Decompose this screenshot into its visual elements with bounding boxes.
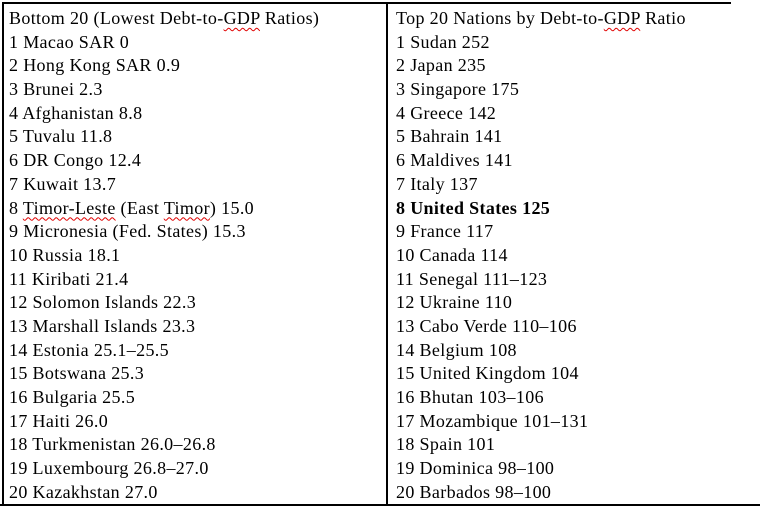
list-item-text: 20 Kazakhstan 27.0 [9, 481, 158, 502]
bottom-20-list: Bottom 20 (Lowest Debt-to-GDP Ratios) 1 M… [9, 7, 381, 504]
list-item: 11 Kiribati 21.4 [9, 268, 381, 292]
list-item-text: 5 Bahrain 141 [396, 126, 503, 147]
list-item: 11 Senegal 111–123 [396, 268, 756, 292]
list-item-text: ) 15.0 [209, 197, 255, 218]
list-item: 19 Dominica 98–100 [396, 457, 756, 481]
list-item-text: 13 Marshall Islands 23.3 [9, 315, 196, 336]
list-item-text: 9 France 117 [396, 221, 494, 242]
list-item-text: 6 Maldives 141 [396, 150, 513, 171]
list-item-text: 8 [9, 197, 23, 218]
list-item-text: 6 DR Congo 12.4 [9, 150, 142, 171]
list-item: 9 Micronesia (Fed. States) 15.3 [9, 220, 381, 244]
list-item-text: Top 20 Nations by Debt-to- [396, 8, 604, 28]
list-item-text: 17 Haiti 26.0 [9, 410, 109, 431]
list-item-text: 9 Micronesia (Fed. States) 15.3 [9, 221, 246, 242]
list-item-text: 7 Italy 137 [396, 173, 478, 194]
list-item: 13 Cabo Verde 110–106 [396, 315, 756, 339]
table-border-bottom [0, 504, 760, 506]
list-item: 1 Sudan 252 [396, 31, 756, 55]
list-item: 4 Greece 142 [396, 102, 756, 126]
list-item-text: 12 Solomon Islands 22.3 [9, 292, 197, 313]
list-item: 12 Ukraine 110 [396, 291, 756, 315]
list-item: 18 Turkmenistan 26.0–26.8 [9, 433, 381, 457]
list-item-text: 8 United States 125 [396, 197, 551, 218]
list-item-text: 13 Cabo Verde 110–106 [396, 315, 577, 336]
list-item-text: 1 Macao SAR 0 [9, 31, 130, 52]
list-item-text: 4 Afghanistan 8.8 [9, 102, 143, 123]
list-item-text: 3 Singapore 175 [396, 79, 520, 100]
panel-title: Bottom 20 (Lowest Debt-to-GDP Ratios) [9, 7, 381, 31]
list-item: 2 Hong Kong SAR 0.9 [9, 54, 381, 78]
list-item: 20 Barbados 98–100 [396, 481, 756, 505]
list-item-text: 7 Kuwait 13.7 [9, 173, 117, 194]
list-item: 17 Mozambique 101–131 [396, 410, 756, 434]
list-item: 3 Singapore 175 [396, 78, 756, 102]
list-item-text: 12 Ukraine 110 [396, 292, 513, 313]
list-item: 12 Solomon Islands 22.3 [9, 291, 381, 315]
table-column-divider [386, 2, 388, 506]
list-item-text: 19 Luxembourg 26.8–27.0 [9, 458, 209, 479]
list-item: 14 Estonia 25.1–25.5 [9, 339, 381, 363]
list-item-text: 15 Botswana 25.3 [9, 363, 145, 384]
list-item: 15 Botswana 25.3 [9, 362, 381, 386]
panel-title: Top 20 Nations by Debt-to-GDP Ratio [396, 7, 756, 31]
list-item-text: 2 Japan 235 [396, 55, 486, 76]
list-item: 16 Bulgaria 25.5 [9, 386, 381, 410]
list-item-text: Bottom 20 (Lowest Debt-to- [9, 8, 224, 28]
misspelled-word: Timor-Leste [22, 197, 116, 218]
list-item-text: 17 Mozambique 101–131 [396, 410, 589, 431]
list-item: 9 France 117 [396, 220, 756, 244]
list-item: 8 United States 125 [396, 197, 756, 221]
list-item: 20 Kazakhstan 27.0 [9, 481, 381, 505]
list-item: 8 Timor-Leste (East Timor) 15.0 [9, 197, 381, 221]
list-item-text: 14 Estonia 25.1–25.5 [9, 339, 169, 360]
list-item: 3 Brunei 2.3 [9, 78, 381, 102]
list-item-text: 20 Barbados 98–100 [396, 481, 552, 502]
list-item-text: 16 Bulgaria 25.5 [9, 387, 136, 407]
misspelled-word: GDP [223, 8, 260, 28]
list-item: 16 Bhutan 103–106 [396, 386, 756, 410]
list-item-text: 10 Canada 114 [396, 244, 508, 265]
list-item: 6 DR Congo 12.4 [9, 149, 381, 173]
table-border-left [2, 2, 4, 506]
top-20-list: Top 20 Nations by Debt-to-GDP Ratio 1 Sud… [396, 7, 756, 504]
list-item-text: 16 Bhutan 103–106 [396, 387, 544, 407]
list-item-text: 18 Spain 101 [396, 434, 496, 455]
list-item: 15 United Kingdom 104 [396, 362, 756, 386]
list-item: 1 Macao SAR 0 [9, 31, 381, 55]
misspelled-word: Timor [163, 197, 210, 218]
list-item: 10 Russia 18.1 [9, 244, 381, 268]
list-item-text: 4 Greece 142 [396, 102, 497, 123]
list-item-text: 11 Kiribati 21.4 [9, 268, 129, 289]
list-item-text: 1 Sudan 252 [396, 31, 490, 52]
list-item: 18 Spain 101 [396, 433, 756, 457]
list-item: 19 Luxembourg 26.8–27.0 [9, 457, 381, 481]
list-item: 6 Maldives 141 [396, 149, 756, 173]
list-item-text: 19 Dominica 98–100 [396, 458, 555, 479]
list-item: 7 Kuwait 13.7 [9, 173, 381, 197]
list-item: 2 Japan 235 [396, 54, 756, 78]
list-item: 5 Bahrain 141 [396, 125, 756, 149]
list-item-text: Ratio [640, 8, 686, 28]
list-item: 13 Marshall Islands 23.3 [9, 315, 381, 339]
list-item-text: 18 Turkmenistan 26.0–26.8 [9, 434, 216, 455]
list-item: 14 Belgium 108 [396, 339, 756, 363]
list-item-text: (East [115, 197, 164, 218]
list-item: 7 Italy 137 [396, 173, 756, 197]
list-item-text: 14 Belgium 108 [396, 339, 517, 360]
list-item-text: 10 Russia 18.1 [9, 244, 121, 265]
list-item: 17 Haiti 26.0 [9, 410, 381, 434]
list-item: 10 Canada 114 [396, 244, 756, 268]
list-item: 4 Afghanistan 8.8 [9, 102, 381, 126]
list-item-text: 11 Senegal 111–123 [396, 268, 548, 289]
list-item-text: 15 United Kingdom 104 [396, 363, 579, 384]
list-item-text: 5 Tuvalu 11.8 [9, 126, 113, 147]
list-item-text: Ratios) [259, 8, 320, 28]
table-border-top [2, 2, 731, 4]
list-item-text: 2 Hong Kong SAR 0.9 [9, 55, 181, 76]
list-item-text: 3 Brunei 2.3 [9, 79, 103, 100]
misspelled-word: GDP [603, 8, 641, 28]
list-item: 5 Tuvalu 11.8 [9, 125, 381, 149]
